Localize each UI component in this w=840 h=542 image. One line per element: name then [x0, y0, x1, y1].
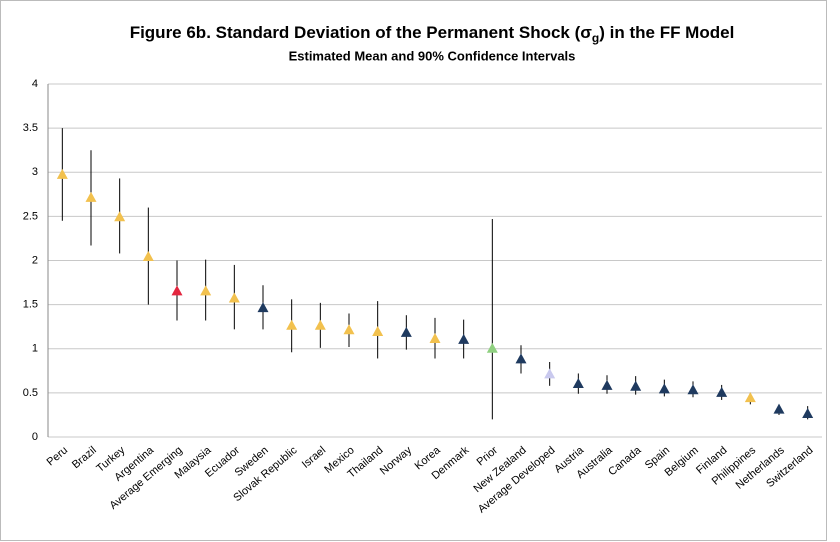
y-tick-label: 0 [32, 431, 38, 443]
mean-marker [802, 408, 814, 419]
mean-marker [458, 333, 470, 344]
mean-marker [630, 380, 642, 391]
mean-marker [658, 383, 670, 394]
mean-marker [228, 292, 240, 303]
y-tick-label: 1.5 [23, 299, 38, 311]
mean-marker [171, 285, 183, 296]
y-tick-label: 3.5 [23, 122, 38, 134]
title-part: Figure 6b. Standard Deviation of the Per… [130, 23, 593, 42]
mean-marker [200, 285, 212, 296]
mean-marker [400, 326, 412, 337]
chart-subtitle: Estimated Mean and 90% Confidence Interv… [289, 48, 576, 63]
y-tick-label: 0.5 [23, 387, 38, 399]
y-tick-label: 1 [32, 343, 38, 355]
mean-marker [544, 368, 556, 379]
y-tick-label: 3 [32, 166, 38, 178]
mean-marker [314, 319, 326, 330]
mean-marker [56, 168, 68, 179]
mean-marker [744, 392, 756, 403]
mean-marker [601, 379, 613, 390]
title-subscript: g [592, 31, 599, 45]
mean-marker [572, 378, 584, 389]
mean-marker [716, 386, 728, 397]
mean-marker [142, 250, 154, 261]
mean-marker [773, 403, 785, 414]
mean-marker [343, 324, 355, 335]
mean-marker [515, 353, 527, 364]
mean-marker [114, 211, 126, 222]
mean-marker [286, 319, 298, 330]
mean-marker [486, 342, 498, 353]
y-tick-label: 4 [32, 78, 38, 90]
mean-marker [257, 302, 269, 313]
title-part: ) in the FF Model [599, 23, 734, 42]
y-tick-label: 2.5 [23, 210, 38, 222]
mean-marker [85, 191, 97, 202]
y-tick-label: 2 [32, 254, 38, 266]
mean-marker [687, 384, 699, 395]
mean-marker [429, 333, 441, 344]
chart-title: Figure 6b. Standard Deviation of the Per… [130, 23, 735, 45]
mean-marker [372, 325, 384, 336]
